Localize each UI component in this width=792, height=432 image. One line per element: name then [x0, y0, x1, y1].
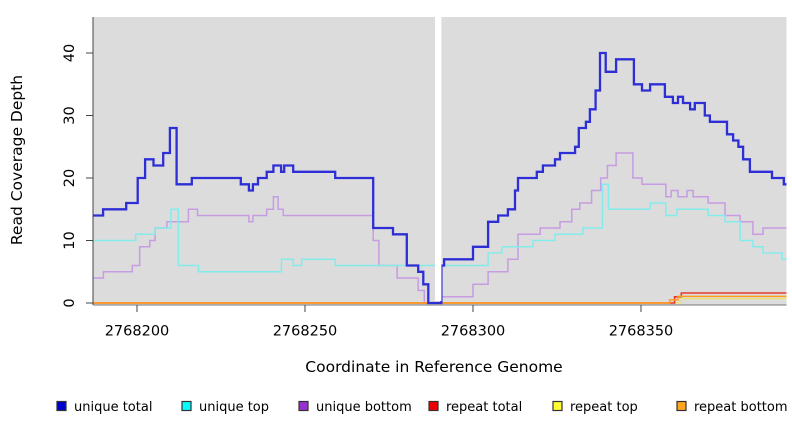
legend-swatch-unique-top [181, 400, 192, 412]
x-axis-title: Coordinate in Reference Genome [305, 358, 562, 376]
legend-label-repeat-top: repeat top [570, 400, 638, 415]
legend: unique total unique top unique bottom repea… [56, 400, 788, 415]
y-tick-label: 0 [62, 298, 78, 307]
series-line-unique-total [93, 51, 787, 305]
legend-swatch-repeat-total [428, 400, 439, 412]
axis-ticks: 2768200 2768250 2768300 2768350 0 10 20 30 40 [62, 17, 787, 340]
y-tick-label: 30 [62, 106, 78, 124]
x-tick-label: 2768250 [273, 324, 338, 340]
legend-label-unique-top: unique top [199, 400, 269, 415]
legend-label-unique-bottom: unique bottom [316, 400, 412, 415]
x-tick-label: 2768200 [105, 324, 170, 340]
legend-label-repeat-total: repeat total [446, 400, 522, 415]
y-tick-label: 10 [62, 231, 78, 249]
legend-swatch-repeat-top [552, 400, 563, 412]
legend-swatch-repeat-bottom [676, 400, 687, 412]
series-line-unique-top [93, 183, 787, 273]
y-tick-label: 40 [62, 44, 78, 62]
y-axis-title: Read Coverage Depth [8, 75, 26, 245]
series-line-repeat-bottom [93, 295, 787, 304]
no-data-gap-band [435, 16, 442, 301]
legend-label-repeat-bottom: repeat bottom [694, 400, 788, 415]
plot-overlays [435, 16, 442, 301]
series-lines [93, 51, 787, 305]
y-tick-label: 20 [62, 169, 78, 187]
legend-swatch-unique-bottom [298, 400, 309, 412]
x-tick-label: 2768300 [441, 324, 506, 340]
legend-label-unique-total: unique total [74, 400, 152, 415]
legend-swatch-unique-total [56, 400, 67, 412]
series-line-unique-bottom [93, 152, 787, 304]
x-tick-label: 2768350 [609, 324, 674, 340]
